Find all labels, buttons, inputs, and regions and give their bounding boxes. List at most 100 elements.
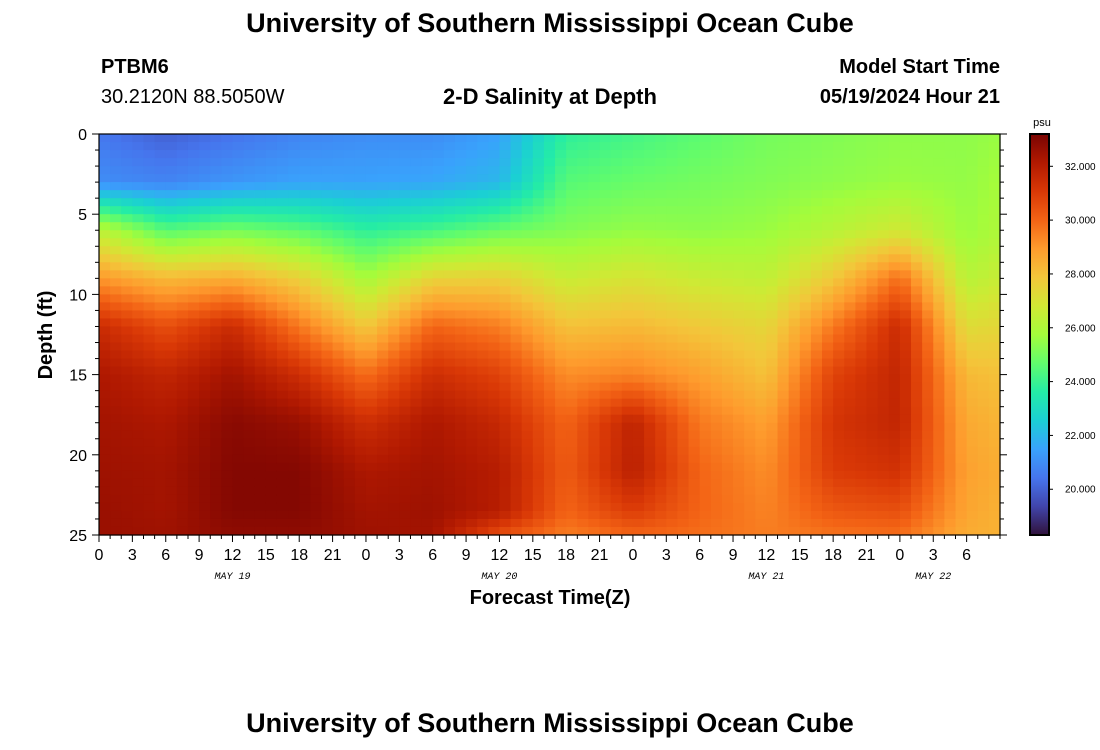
heat-cell [532, 358, 545, 368]
heat-cell [432, 454, 445, 464]
heat-cell [877, 430, 890, 440]
heat-cell [132, 486, 145, 496]
heat-cell [410, 454, 423, 464]
heat-cell [187, 350, 200, 360]
heat-cell [454, 222, 467, 231]
heat-cell [187, 526, 200, 536]
heat-cell [532, 518, 545, 528]
heat-cell [855, 230, 868, 239]
heat-cell [699, 238, 712, 247]
heat-cell [210, 206, 222, 215]
heat-cell [610, 326, 623, 336]
heat-cell [555, 318, 567, 328]
heat-cell [955, 414, 968, 424]
heat-cell [521, 270, 534, 279]
heat-cell [566, 526, 578, 536]
heat-cell [332, 398, 345, 408]
heat-cell [988, 526, 1001, 536]
heat-cell [766, 142, 779, 151]
heat-cell [332, 222, 345, 231]
heat-cell [710, 438, 723, 448]
heat-cell [187, 502, 200, 512]
heat-cell [410, 438, 423, 448]
heat-cell [343, 214, 356, 223]
heat-cell [933, 358, 945, 368]
heat-cell [199, 318, 211, 328]
heat-cell [176, 486, 189, 496]
heat-cell [977, 446, 990, 456]
heat-cell [666, 134, 679, 143]
heat-cell [577, 446, 590, 456]
heat-cell [310, 174, 323, 183]
heat-cell [421, 318, 434, 328]
heat-cell [555, 478, 567, 488]
heat-cell [822, 222, 834, 231]
heat-cell [343, 494, 356, 504]
heat-cell [621, 238, 634, 247]
heat-cell [744, 190, 756, 199]
heat-cell [232, 510, 245, 520]
heat-cell [733, 174, 745, 183]
heat-cell [432, 478, 445, 488]
heat-cell [744, 302, 756, 312]
heat-cell [644, 318, 656, 328]
heat-cell [477, 134, 489, 143]
heat-cell [354, 318, 367, 328]
heat-cell [154, 510, 167, 520]
heat-cell [966, 422, 979, 432]
heat-cell [699, 278, 712, 287]
heat-cell [955, 166, 968, 175]
heat-cell [721, 174, 734, 183]
heat-cell [777, 270, 790, 279]
heat-cell [955, 222, 968, 231]
heat-cell [332, 454, 345, 464]
heat-cell [599, 462, 612, 472]
heat-cell [421, 350, 434, 360]
heat-cell [343, 326, 356, 336]
heat-cell [354, 150, 367, 159]
heat-cell [499, 326, 512, 336]
heat-cell [966, 414, 979, 424]
heat-cell [210, 414, 222, 424]
heat-cell [521, 454, 534, 464]
heat-cell [755, 270, 767, 279]
heat-cell [688, 294, 701, 304]
heat-cell [199, 198, 211, 207]
heat-cell [710, 158, 723, 167]
heat-cell [822, 462, 834, 472]
heat-cell [354, 238, 367, 247]
heat-cell [176, 518, 189, 528]
heat-cell [777, 198, 790, 207]
heat-cell [221, 294, 234, 304]
heat-cell [566, 342, 578, 352]
heat-cell [911, 342, 923, 352]
heat-cell [911, 446, 923, 456]
heat-cell [710, 246, 723, 255]
heat-cell [788, 422, 801, 432]
heat-cell [332, 166, 345, 175]
heat-cell [655, 454, 667, 464]
heat-cell [788, 150, 801, 159]
heat-cell [488, 390, 501, 400]
heat-cell [866, 422, 879, 432]
heat-cell [744, 406, 756, 416]
heat-cell [866, 182, 879, 191]
heat-cell [532, 302, 545, 312]
heat-cell [733, 430, 745, 440]
heat-cell [288, 398, 300, 408]
heat-cell [499, 278, 512, 287]
heat-cell [755, 454, 767, 464]
heat-cell [210, 334, 222, 344]
heat-cell [365, 278, 378, 287]
heat-cell [388, 222, 400, 231]
x-tick-label: 3 [662, 547, 671, 564]
heat-cell [210, 470, 222, 480]
heat-cell [388, 358, 400, 368]
heat-cell [610, 526, 623, 536]
heat-cell [688, 462, 701, 472]
heat-cell [777, 342, 790, 352]
heat-cell [410, 358, 423, 368]
heat-cell [699, 254, 712, 263]
heat-cell [132, 302, 145, 312]
heat-cell [888, 454, 901, 464]
